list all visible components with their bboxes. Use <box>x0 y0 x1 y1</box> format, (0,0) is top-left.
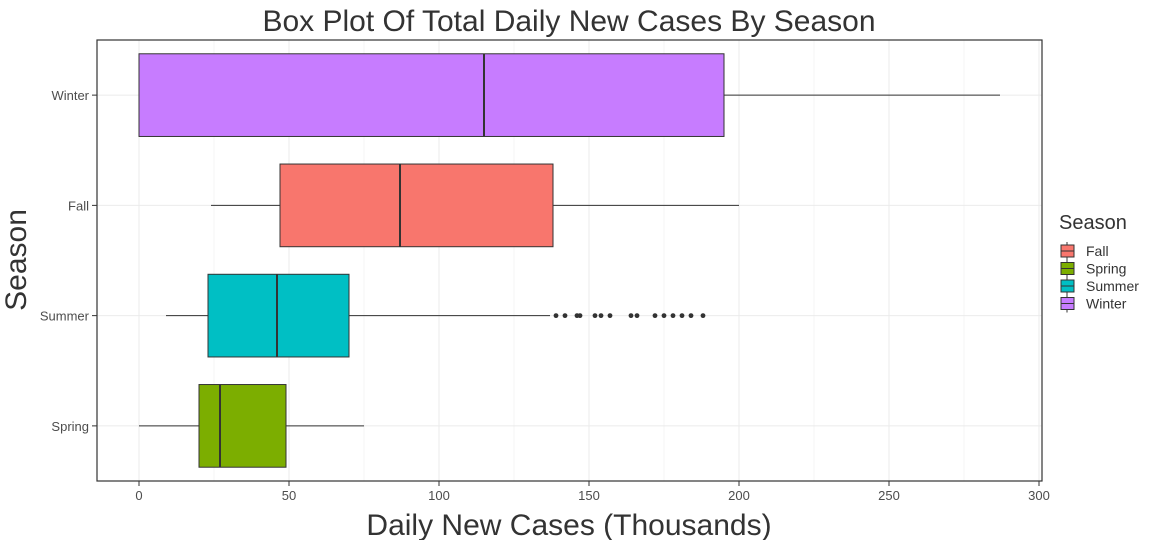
box-iqr <box>279 163 554 248</box>
x-tick-label: 150 <box>578 488 600 503</box>
box-iqr <box>138 53 725 137</box>
outlier-point <box>577 313 583 319</box>
outlier-point <box>562 313 568 319</box>
outlier-point <box>661 313 667 319</box>
box-iqr <box>207 273 350 358</box>
legend-item-spring: Spring <box>1060 259 1126 278</box>
x-axis: 0 50 100 150 200 250 300 <box>135 481 1050 503</box>
boxes-layer <box>138 53 1000 468</box>
x-axis-title: Daily New Cases (Thousands) <box>366 509 771 540</box>
legend-label: Spring <box>1086 261 1126 277</box>
x-tick-label: 0 <box>135 488 142 503</box>
y-tick-label: Spring <box>51 419 89 434</box>
outlier-point <box>670 313 676 319</box>
outlier-point <box>700 313 706 319</box>
x-tick-label: 100 <box>428 488 450 503</box>
box-spring <box>139 384 364 468</box>
legend-item-summer: Summer <box>1060 277 1139 295</box>
legend-title: Season <box>1059 212 1127 234</box>
box-fall <box>211 163 739 248</box>
outlier-point <box>607 313 613 319</box>
box-winter <box>138 53 1000 137</box>
box-summer <box>166 273 706 358</box>
legend-item-winter: Winter <box>1060 294 1127 313</box>
outlier-point <box>634 313 640 319</box>
legend-label: Fall <box>1086 243 1109 259</box>
y-tick-label: Summer <box>40 309 90 324</box>
legend-label: Summer <box>1086 278 1139 294</box>
box-iqr <box>198 384 287 468</box>
y-tick-label: Fall <box>68 198 89 213</box>
y-axis: Winter Fall Summer Spring <box>40 88 97 434</box>
legend-label: Winter <box>1086 296 1127 312</box>
outlier-point <box>598 313 604 319</box>
chart-title: Box Plot Of Total Daily New Cases By Sea… <box>262 5 875 38</box>
outlier-point <box>679 313 685 319</box>
plot-border <box>96 39 1043 482</box>
y-axis-title: Season <box>0 209 33 311</box>
x-tick-label: 300 <box>1028 488 1050 503</box>
x-tick-label: 50 <box>282 488 296 503</box>
outlier-point <box>553 313 559 319</box>
outlier-point <box>688 313 694 319</box>
legend-item-fall: Fall <box>1060 242 1109 260</box>
outlier-point <box>652 313 658 319</box>
outlier-point <box>628 313 634 319</box>
x-tick-label: 250 <box>878 488 900 503</box>
y-tick-label: Winter <box>51 88 89 103</box>
x-tick-label: 200 <box>728 488 750 503</box>
outlier-point <box>592 313 598 319</box>
